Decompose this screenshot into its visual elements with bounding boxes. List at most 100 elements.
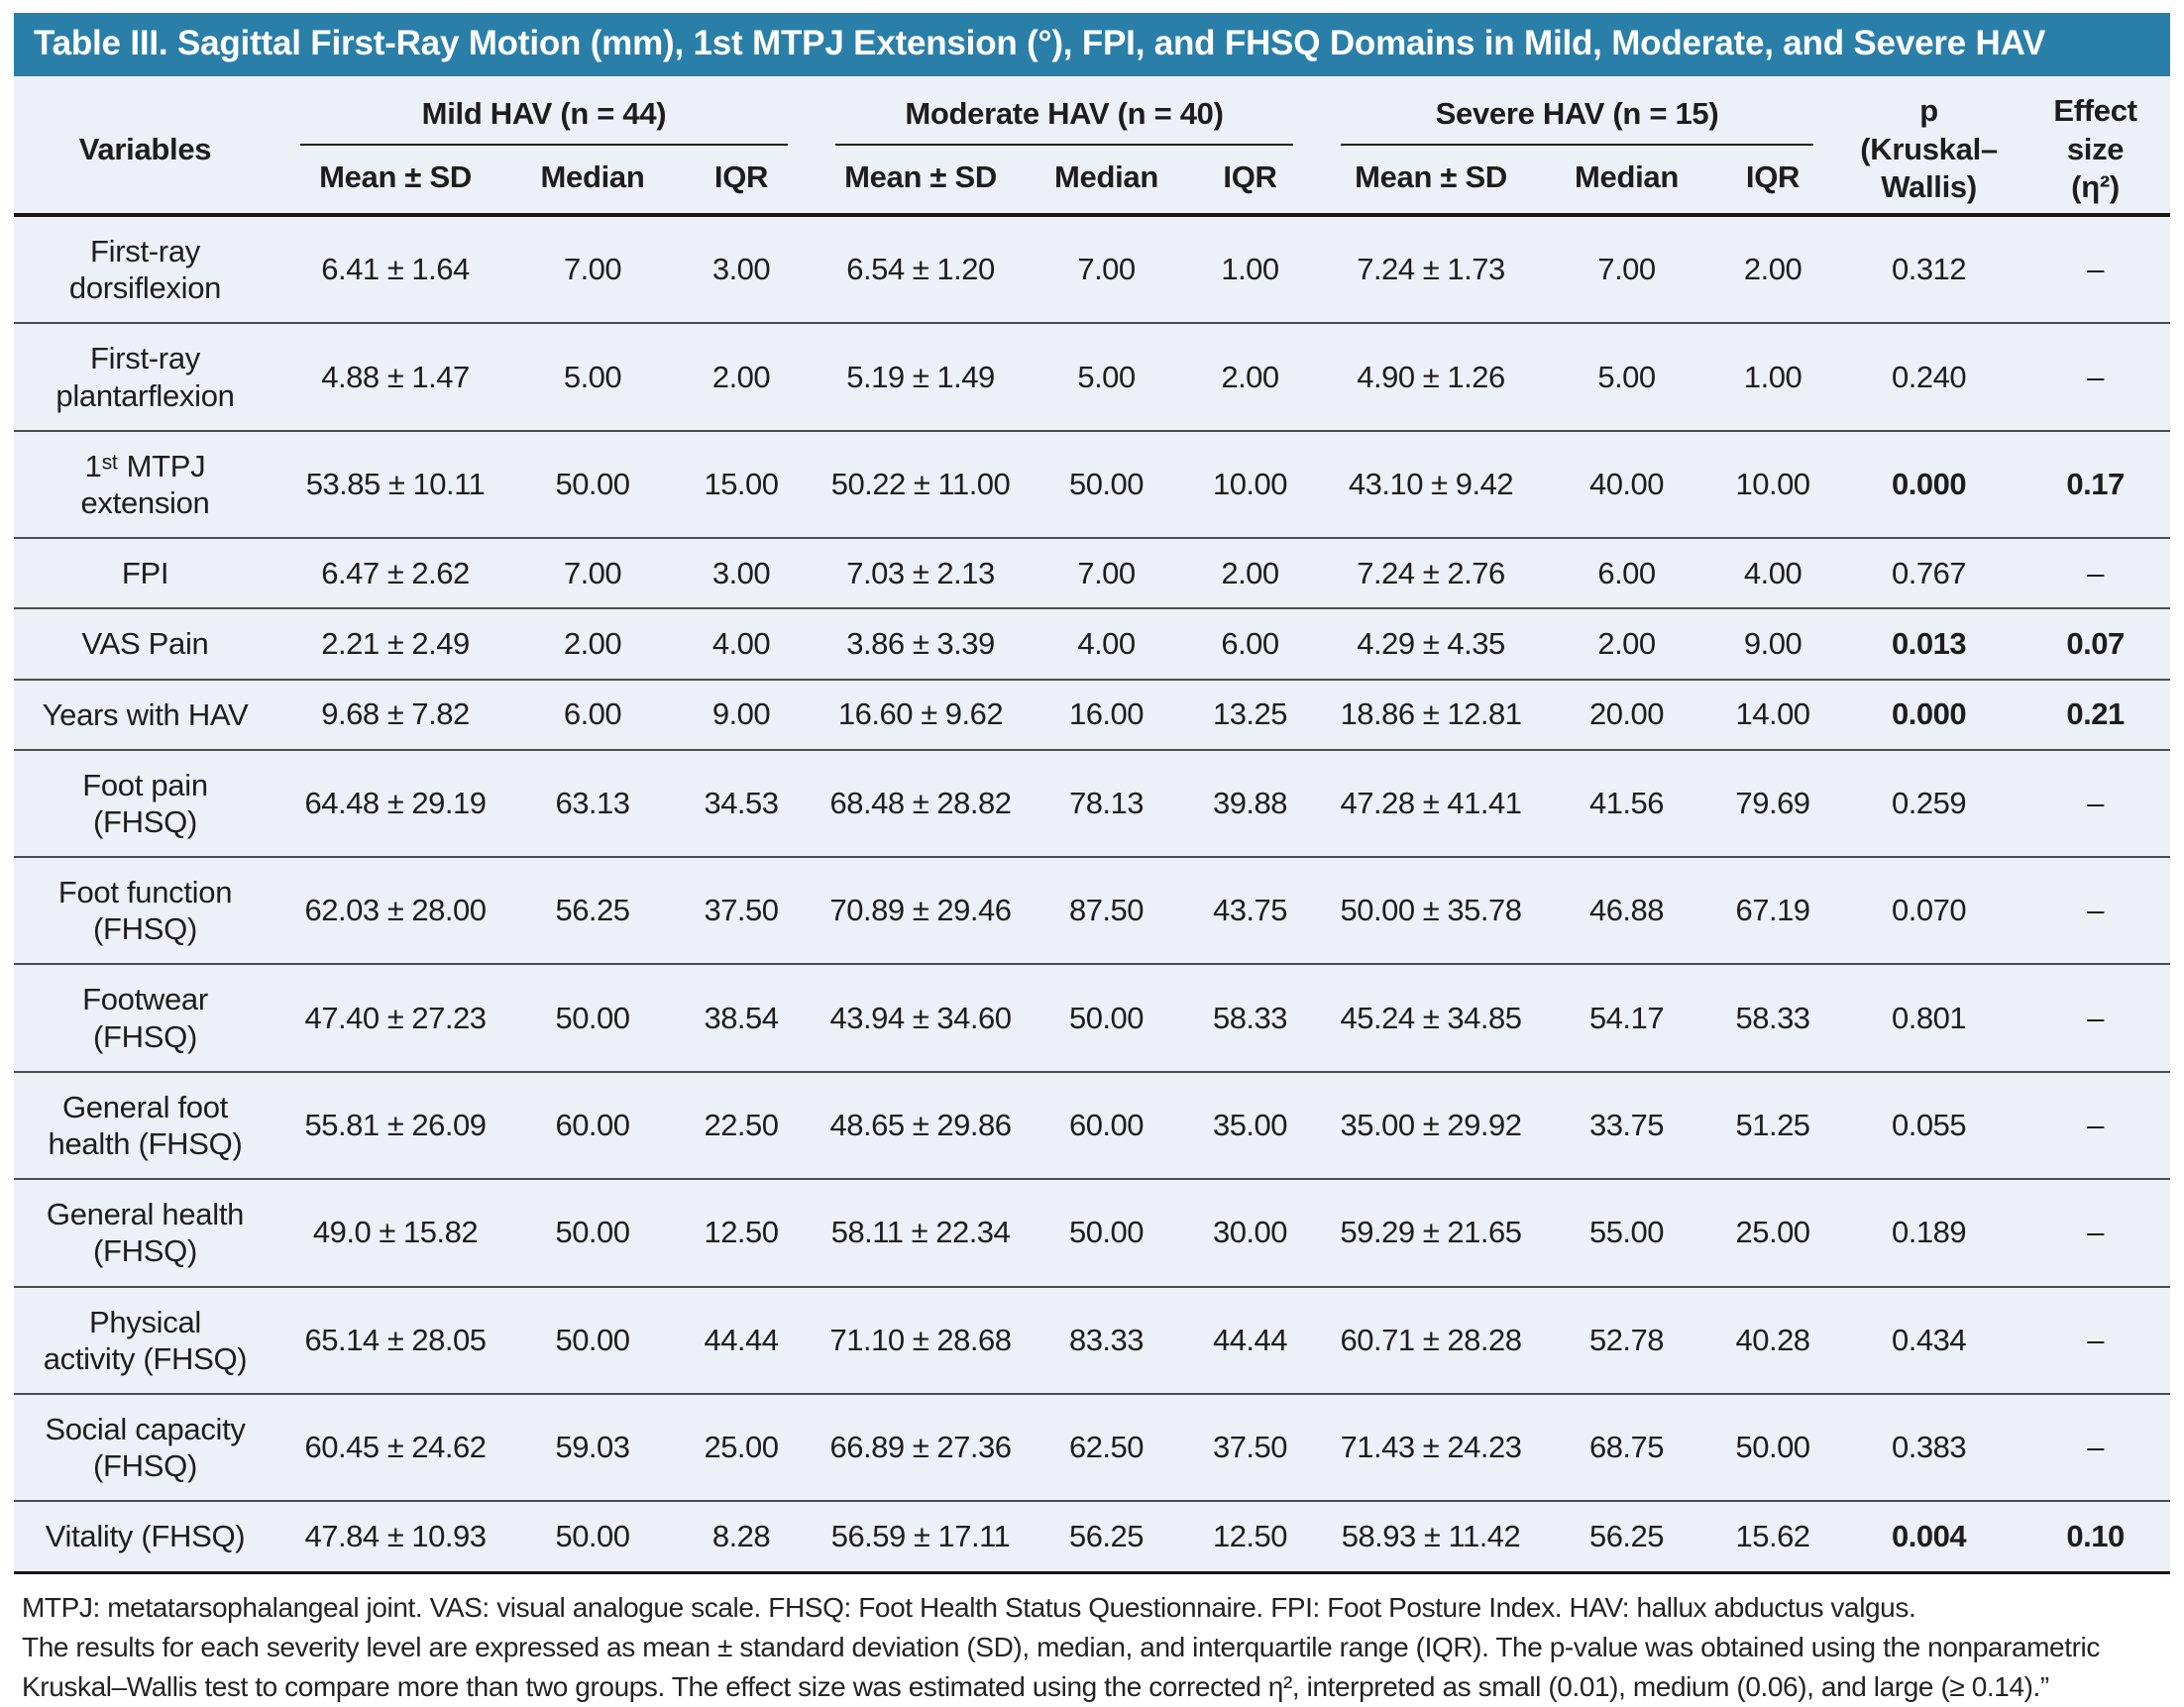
cell-effect-size: –	[2087, 1430, 2104, 1465]
cell-mild-median: 7.00	[563, 252, 622, 287]
cell-moderate-iqr: 43.75	[1212, 893, 1288, 928]
cell-severe-mean-sd: 47.28 ± 41.41	[1340, 785, 1522, 820]
table-header: Variables Mild HAV (n = 44) Moderate HAV…	[14, 76, 2171, 215]
cell-mild-median: 50.00	[555, 1000, 630, 1035]
cell-severe-mean-sd: 59.29 ± 21.65	[1340, 1215, 1522, 1250]
cell-moderate-mean-sd: 16.60 ± 9.62	[837, 696, 1004, 732]
column-header-effect-size: Effect size (η²)	[2053, 92, 2137, 205]
cell-moderate-mean-sd: 68.48 ± 28.82	[829, 785, 1012, 820]
cell-severe-iqr: 79.69	[1735, 785, 1810, 820]
table-row-first-ray-dorsiflexion: First-ray dorsiflexion 6.41 ± 1.64 7.00 …	[14, 215, 2171, 324]
cell-mild-mean-sd: 62.03 ± 28.00	[304, 893, 487, 928]
row-label: General health (FHSQ)	[46, 1197, 245, 1269]
cell-moderate-iqr: 30.00	[1212, 1215, 1288, 1250]
cell-mild-mean-sd: 47.84 ± 10.93	[304, 1518, 487, 1553]
cell-effect-size: –	[2087, 555, 2104, 590]
column-header-median: Median	[1054, 160, 1158, 194]
column-header-variables: Variables	[78, 132, 212, 166]
cell-mild-median: 56.25	[555, 893, 630, 928]
group-header-mild: Mild HAV (n = 44)	[276, 76, 812, 150]
cell-effect-size: –	[2087, 359, 2104, 394]
cell-moderate-median: 56.25	[1068, 1518, 1145, 1553]
cell-p-value: 0.383	[1891, 1430, 1967, 1465]
cell-severe-mean-sd: 71.43 ± 24.23	[1340, 1430, 1522, 1465]
column-header-mean-sd: Mean ± SD	[844, 160, 997, 194]
group-header-row: Variables Mild HAV (n = 44) Moderate HAV…	[14, 76, 2170, 205]
cell-moderate-iqr: 13.25	[1212, 696, 1288, 732]
cell-severe-mean-sd: 60.71 ± 28.28	[1340, 1322, 1522, 1357]
cell-mild-iqr: 22.50	[704, 1108, 779, 1142]
cell-mild-mean-sd: 47.40 ± 27.23	[304, 1000, 487, 1035]
cell-moderate-median: 16.00	[1068, 696, 1145, 732]
cell-severe-median: 5.00	[1597, 359, 1656, 394]
cell-moderate-median: 7.00	[1077, 252, 1136, 287]
cell-severe-median: 68.75	[1588, 1430, 1665, 1465]
cell-severe-median: 46.88	[1588, 893, 1665, 928]
cell-mild-iqr: 3.00	[711, 555, 771, 590]
cell-mild-median: 50.00	[555, 1215, 630, 1250]
cell-severe-median: 20.00	[1588, 696, 1665, 732]
cell-mild-median: 60.00	[555, 1108, 630, 1142]
column-header-iqr: IQR	[1745, 160, 1801, 194]
cell-moderate-mean-sd: 5.19 ± 1.49	[846, 359, 995, 394]
column-header-iqr: IQR	[713, 160, 769, 194]
cell-moderate-median: 78.13	[1068, 785, 1145, 820]
cell-severe-mean-sd: 58.93 ± 11.42	[1341, 1518, 1521, 1553]
cell-p-value: 0.070	[1891, 893, 1967, 928]
cell-moderate-mean-sd: 58.11 ± 22.34	[830, 1215, 1011, 1250]
cell-mild-iqr: 2.00	[711, 359, 771, 394]
cell-severe-iqr: 50.00	[1735, 1430, 1810, 1465]
cell-mild-mean-sd: 49.0 ± 15.82	[312, 1215, 479, 1250]
sub-header-row: Mean ± SD Median IQR Mean ± SD Median IQ…	[14, 150, 2170, 215]
cell-moderate-iqr: 2.00	[1221, 359, 1279, 394]
cell-moderate-mean-sd: 48.65 ± 29.86	[829, 1108, 1012, 1142]
table-row-years-with-hav: Years with HAV 9.68 ± 7.82 6.00 9.00 16.…	[14, 680, 2171, 750]
cell-severe-iqr: 2.00	[1743, 252, 1802, 287]
cell-severe-mean-sd: 50.00 ± 35.78	[1340, 893, 1522, 928]
table-row-fpi: FPI 6.47 ± 2.62 7.00 3.00 7.03 ± 2.13 7.…	[14, 538, 2171, 609]
footnote-abbreviations: MTPJ: metatarsophalangeal joint. VAS: vi…	[22, 1591, 1916, 1623]
cell-moderate-iqr: 37.50	[1212, 1430, 1288, 1465]
cell-mild-iqr: 9.00	[711, 696, 771, 732]
cell-mild-median: 63.13	[555, 785, 630, 820]
cell-mild-mean-sd: 65.14 ± 28.05	[304, 1322, 487, 1357]
cell-effect-size: 0.17	[2066, 466, 2125, 501]
cell-severe-mean-sd: 4.90 ± 1.26	[1357, 359, 1505, 394]
cell-moderate-mean-sd: 6.54 ± 1.20	[846, 252, 995, 287]
cell-severe-mean-sd: 45.24 ± 34.85	[1340, 1000, 1522, 1035]
cell-moderate-mean-sd: 71.10 ± 28.68	[829, 1322, 1012, 1357]
cell-severe-iqr: 4.00	[1743, 555, 1802, 590]
row-label: First-ray dorsiflexion	[68, 234, 222, 306]
cell-effect-size: –	[2087, 252, 2104, 287]
cell-effect-size: 0.21	[2066, 696, 2125, 732]
cell-severe-mean-sd: 4.29 ± 4.35	[1357, 625, 1505, 661]
cell-mild-iqr: 37.50	[704, 893, 779, 928]
cell-severe-iqr: 25.00	[1735, 1215, 1810, 1250]
column-header-median: Median	[540, 160, 645, 194]
cell-mild-median: 6.00	[563, 696, 622, 732]
row-label: VAS Pain	[81, 626, 209, 662]
cell-moderate-iqr: 1.00	[1221, 252, 1279, 287]
cell-severe-iqr: 51.25	[1735, 1108, 1810, 1142]
cell-severe-iqr: 9.00	[1743, 625, 1802, 661]
cell-moderate-median: 60.00	[1068, 1108, 1145, 1142]
cell-severe-median: 7.00	[1597, 252, 1656, 287]
row-label: Years with HAV	[42, 696, 249, 732]
column-header-mean-sd: Mean ± SD	[1355, 160, 1507, 194]
cell-mild-iqr: 12.50	[704, 1215, 779, 1250]
column-header-iqr: IQR	[1223, 160, 1277, 194]
cell-severe-median: 33.75	[1588, 1108, 1665, 1142]
cell-mild-median: 50.00	[555, 1322, 630, 1357]
cell-mild-median: 50.00	[555, 466, 630, 501]
table-row-foot-function: Foot function (FHSQ) 62.03 ± 28.00 56.25…	[14, 857, 2171, 965]
cell-mild-mean-sd: 4.88 ± 1.47	[321, 359, 470, 394]
results-table: Variables Mild HAV (n = 44) Moderate HAV…	[14, 76, 2171, 1574]
cell-moderate-iqr: 12.50	[1212, 1518, 1288, 1553]
cell-moderate-iqr: 2.00	[1221, 555, 1279, 590]
cell-moderate-median: 62.50	[1068, 1430, 1145, 1465]
cell-severe-median: 2.00	[1597, 625, 1656, 661]
column-header-p-value: p (Kruskal– Wallis)	[1860, 92, 1998, 205]
footnote-methods: The results for each severity level are …	[22, 1631, 2100, 1702]
cell-severe-median: 54.17	[1588, 1000, 1665, 1035]
cell-mild-median: 59.03	[555, 1430, 630, 1465]
